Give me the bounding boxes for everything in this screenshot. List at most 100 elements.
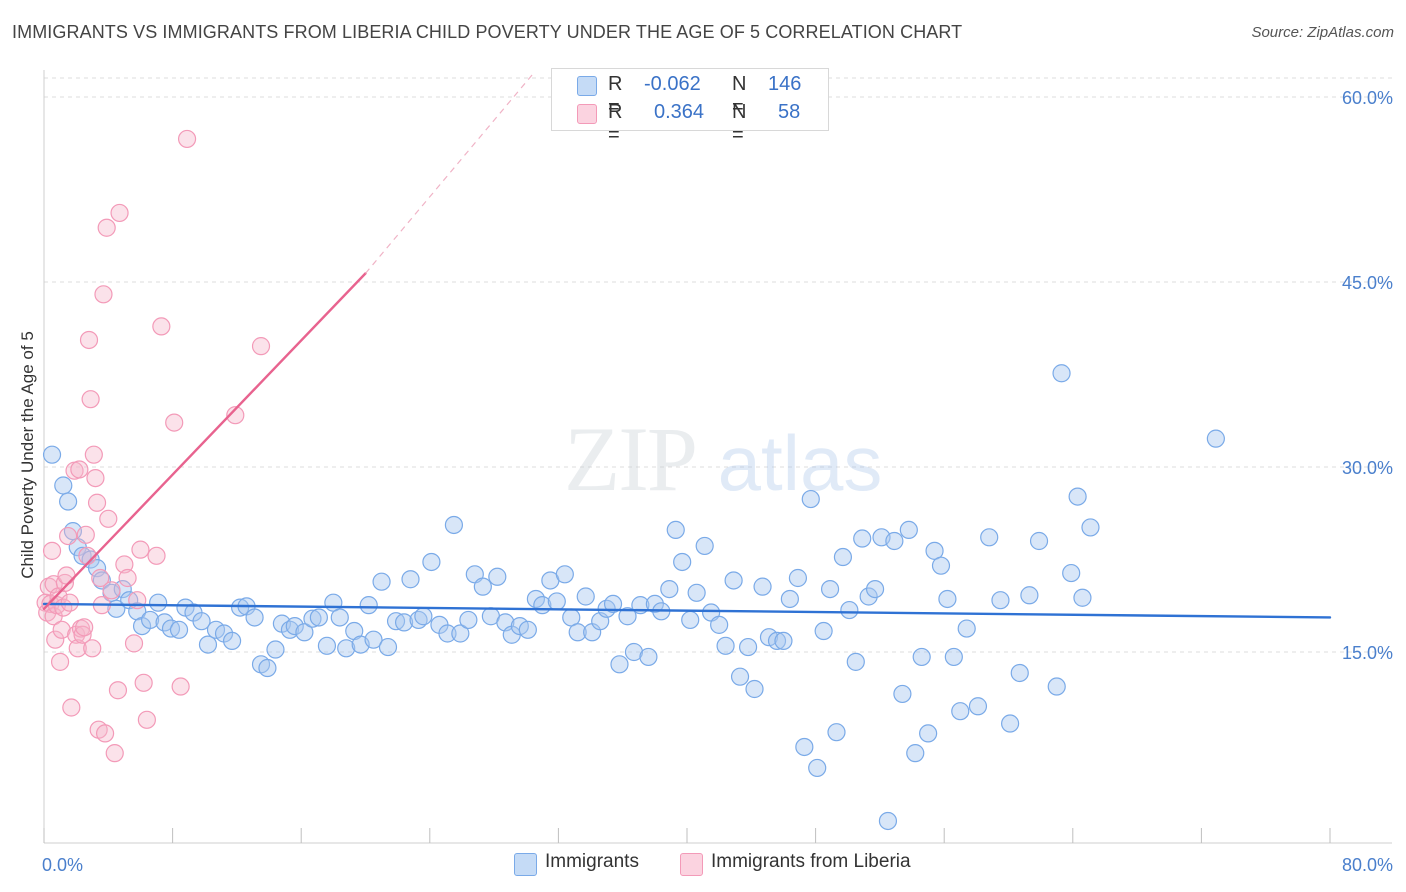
point-liberia	[94, 285, 113, 304]
point-immigrants	[795, 737, 814, 757]
point-immigrants	[1029, 531, 1049, 551]
point-immigrants	[774, 631, 793, 651]
point-liberia	[137, 710, 156, 729]
point-immigrants	[1073, 588, 1092, 607]
point-immigrants	[42, 445, 62, 464]
point-liberia	[97, 218, 116, 237]
point-immigrants	[944, 647, 963, 667]
point-immigrants	[547, 592, 566, 611]
point-immigrants	[980, 528, 999, 547]
point-liberia	[108, 681, 128, 700]
point-immigrants	[401, 570, 420, 589]
point-liberia	[76, 525, 95, 544]
point-immigrants	[266, 640, 285, 659]
point-liberia	[99, 509, 118, 528]
point-liberia	[68, 639, 87, 658]
point-immigrants	[724, 571, 743, 590]
point-immigrants	[745, 679, 764, 699]
point-liberia	[165, 413, 184, 432]
point-immigrants	[710, 615, 729, 634]
point-immigrants	[931, 556, 951, 575]
point-liberia	[59, 526, 78, 546]
legend-label-liberia: Immigrants from Liberia	[711, 851, 911, 872]
chart-title: IMMIGRANTS VS IMMIGRANTS FROM LIBERIA CH…	[12, 22, 963, 42]
stats-n-label: N =	[732, 73, 747, 118]
point-liberia	[84, 445, 103, 464]
point-immigrants	[1001, 714, 1020, 733]
point-immigrants	[814, 621, 833, 641]
point-immigrants	[1047, 677, 1066, 696]
point-liberia	[110, 203, 129, 223]
point-liberia	[134, 673, 153, 692]
point-immigrants	[295, 623, 314, 642]
point-liberia	[177, 129, 197, 149]
point-immigrants	[603, 594, 623, 614]
point-immigrants	[1068, 487, 1087, 506]
point-immigrants	[198, 635, 218, 654]
point-immigrants	[438, 624, 457, 643]
point-immigrants	[912, 647, 931, 667]
point-immigrants	[169, 620, 189, 639]
point-immigrants	[140, 610, 160, 630]
point-immigrants	[488, 567, 507, 586]
point-immigrants	[1020, 586, 1039, 605]
point-immigrants	[853, 529, 872, 548]
point-liberia	[70, 460, 89, 479]
data-points	[36, 129, 1225, 831]
point-liberia	[57, 566, 76, 585]
point-immigrants	[473, 577, 492, 596]
point-liberia	[118, 568, 137, 588]
point-immigrants	[372, 572, 391, 591]
point-liberia	[73, 625, 92, 644]
point-liberia	[42, 541, 62, 560]
point-immigrants	[1052, 364, 1071, 383]
point-immigrants	[330, 608, 349, 627]
point-immigrants	[222, 631, 242, 651]
point-immigrants	[1206, 429, 1225, 448]
point-immigrants	[568, 623, 587, 642]
legend-swatch-immigrants	[514, 853, 537, 876]
point-liberia	[62, 698, 81, 717]
stats-n-label: N =	[732, 101, 747, 146]
point-immigrants	[827, 723, 846, 742]
point-immigrants	[808, 758, 827, 778]
trend-line-liberia-extension	[365, 71, 535, 274]
trend-line-immigrants	[42, 602, 1332, 619]
point-liberia	[152, 317, 171, 336]
point-immigrants	[245, 608, 264, 627]
point-immigrants	[459, 610, 478, 630]
point-immigrants	[258, 658, 277, 678]
point-liberia	[95, 724, 115, 743]
point-immigrants	[968, 697, 988, 716]
point-immigrants	[906, 744, 925, 763]
watermark: ZIP atlas	[564, 408, 882, 510]
point-immigrants	[422, 552, 441, 572]
point-immigrants	[576, 587, 595, 606]
point-liberia	[105, 744, 124, 763]
stats-box: R = -0.062 N = 146 R = 0.364 N = 58	[551, 68, 829, 146]
point-immigrants	[780, 589, 799, 609]
point-liberia	[83, 639, 102, 658]
x-tick-label-max: 80.0%	[1342, 855, 1393, 875]
point-immigrants	[618, 607, 637, 626]
point-immigrants	[518, 620, 537, 639]
point-immigrants	[833, 547, 853, 567]
stats-n-value: 146	[768, 73, 802, 95]
point-immigrants	[54, 476, 73, 495]
point-immigrants	[840, 600, 859, 620]
point-immigrants	[878, 811, 898, 831]
point-immigrants	[59, 492, 78, 511]
point-immigrants	[846, 652, 865, 671]
watermark-zip: ZIP	[564, 408, 696, 510]
point-liberia	[131, 540, 150, 559]
x-tick-label-min: 0.0%	[42, 855, 83, 875]
point-liberia	[91, 568, 110, 588]
point-immigrants	[885, 531, 904, 551]
point-liberia	[171, 677, 190, 696]
point-liberia	[81, 390, 100, 409]
point-immigrants	[951, 702, 970, 721]
point-immigrants	[639, 647, 658, 667]
point-immigrants	[687, 583, 706, 602]
y-tick-label: 30.0%	[1342, 458, 1393, 478]
stats-n-value: 58	[778, 101, 801, 123]
